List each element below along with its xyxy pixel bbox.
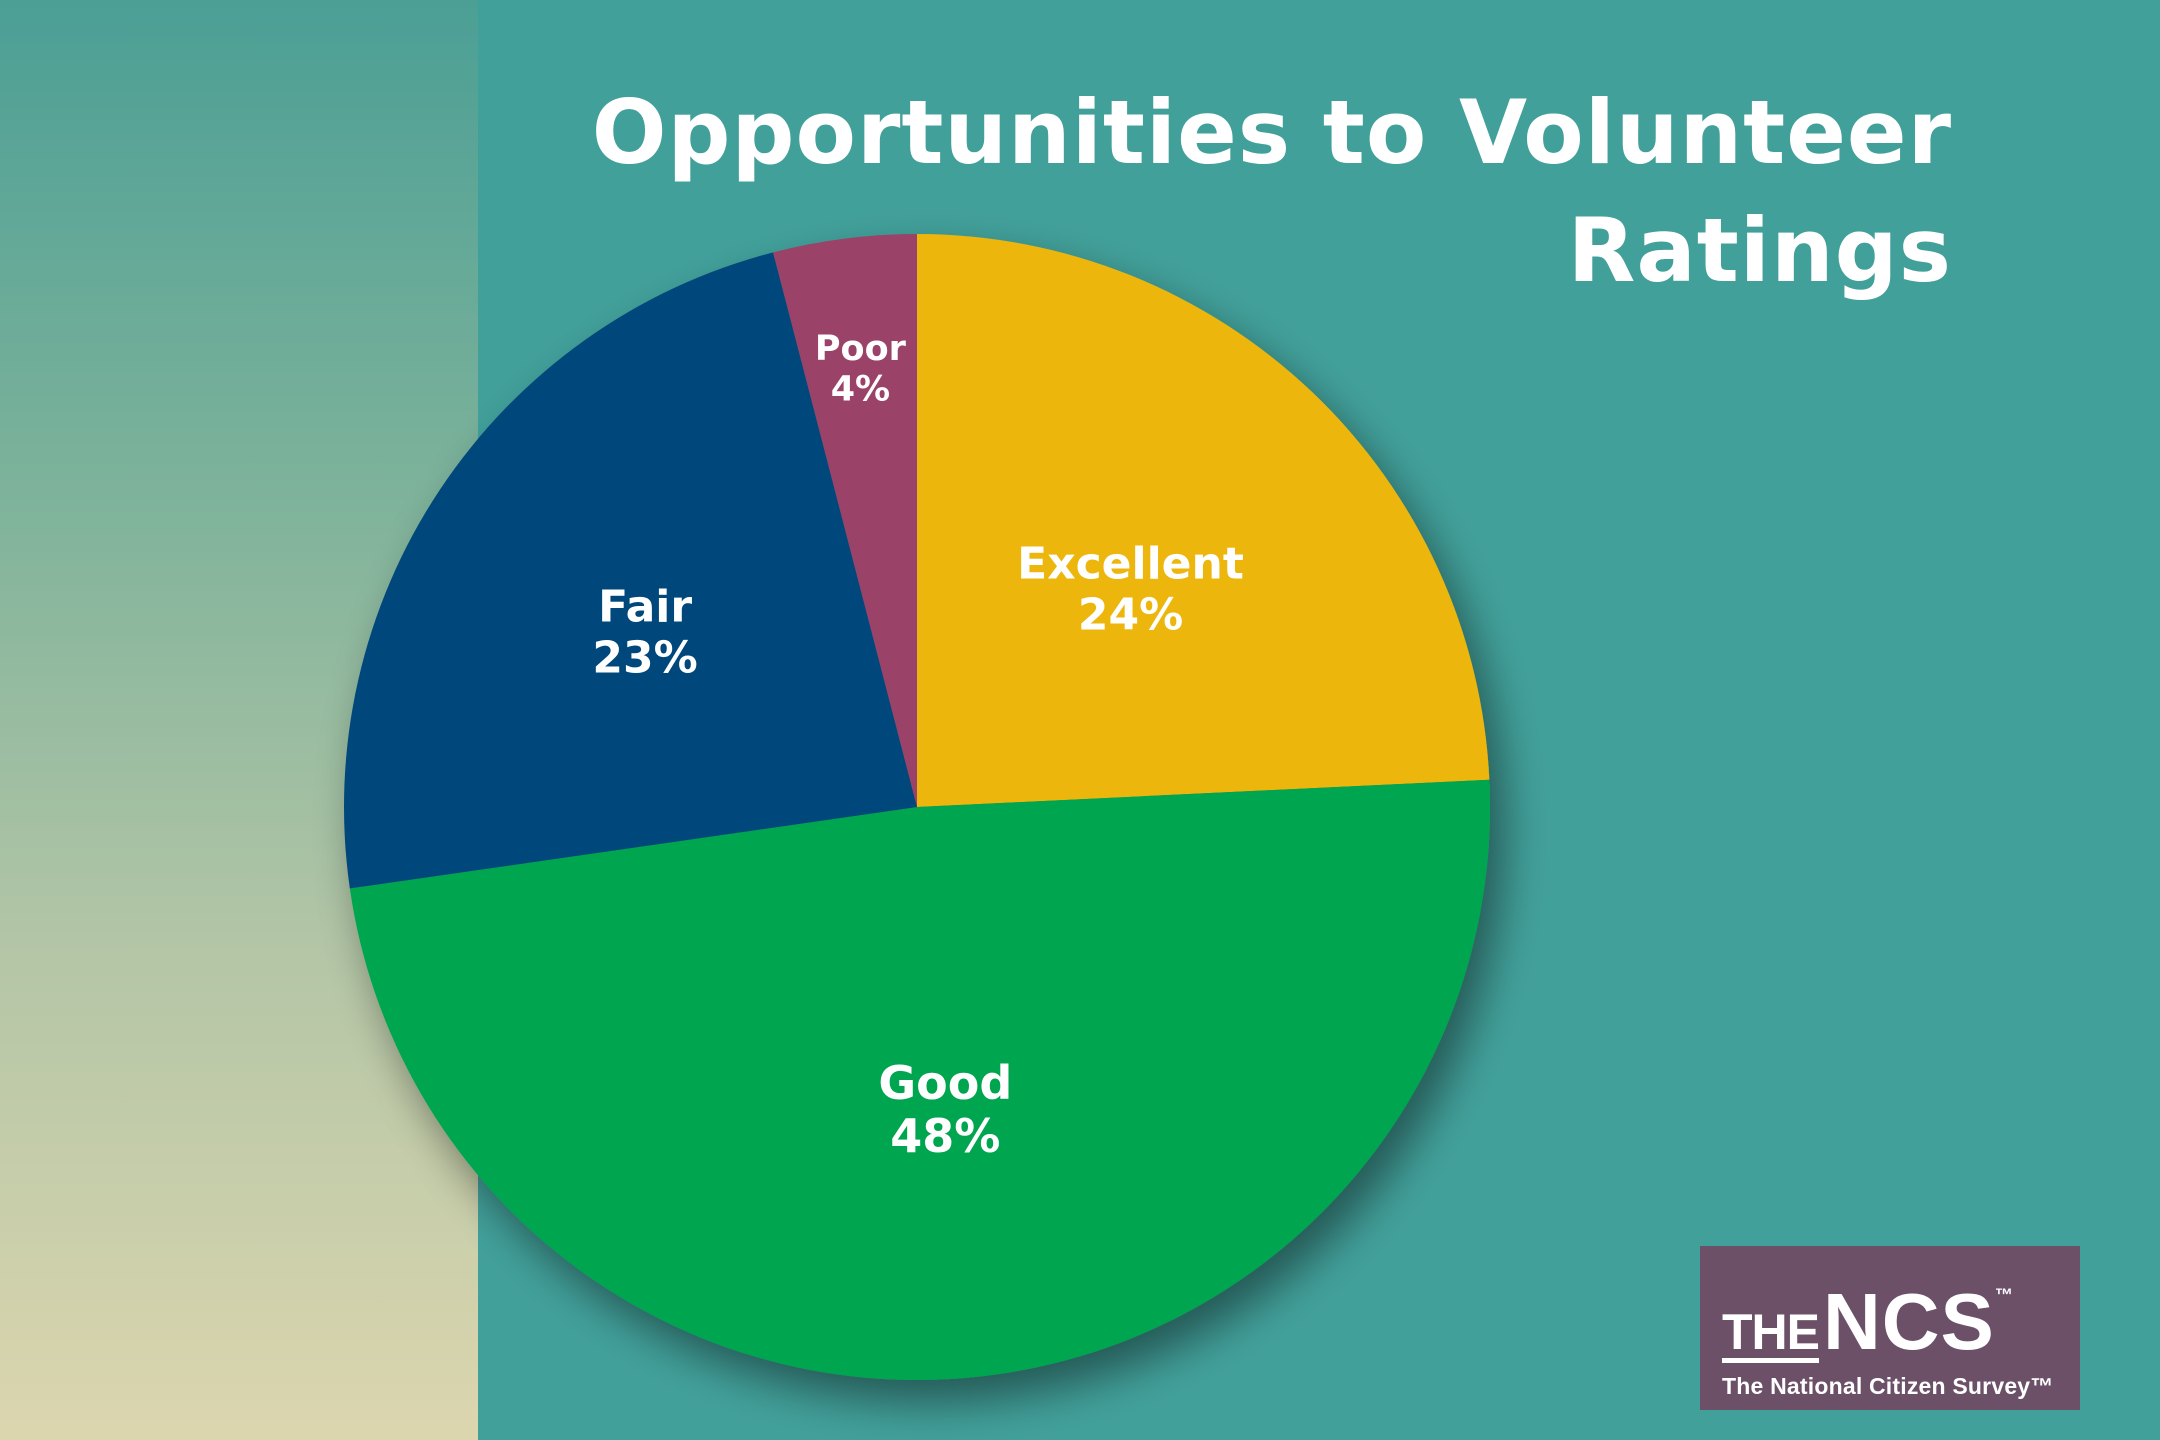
slice-value-poor: 4%	[831, 369, 890, 409]
logo-tagline: The National Citizen Survey™	[1722, 1373, 2054, 1399]
slice-label-poor: Poor	[815, 329, 907, 369]
pie-slice-good	[349, 779, 1491, 1381]
logo-the-text: THE	[1722, 1307, 1820, 1363]
slice-value-fair: 23%	[592, 632, 697, 683]
slice-value-excellent: 24%	[1078, 589, 1183, 640]
logo-ncs-text: NCS	[1823, 1277, 1995, 1366]
pie-slice-excellent	[917, 234, 1490, 807]
pie-slice-poor	[773, 234, 917, 807]
slice-label-excellent: Excellent	[1017, 539, 1244, 590]
pie-slice-fair	[343, 252, 917, 889]
slice-value-good: 48%	[890, 1109, 1000, 1163]
chart-title: Opportunities to Volunteer Ratings	[591, 81, 1952, 302]
logo-trademark: ™	[1994, 1285, 2013, 1305]
ncs-logo: THENCS™ The National Citizen Survey™	[1700, 1246, 2080, 1410]
slice-label-fair: Fair	[598, 582, 692, 633]
slice-label-good: Good	[878, 1056, 1012, 1110]
